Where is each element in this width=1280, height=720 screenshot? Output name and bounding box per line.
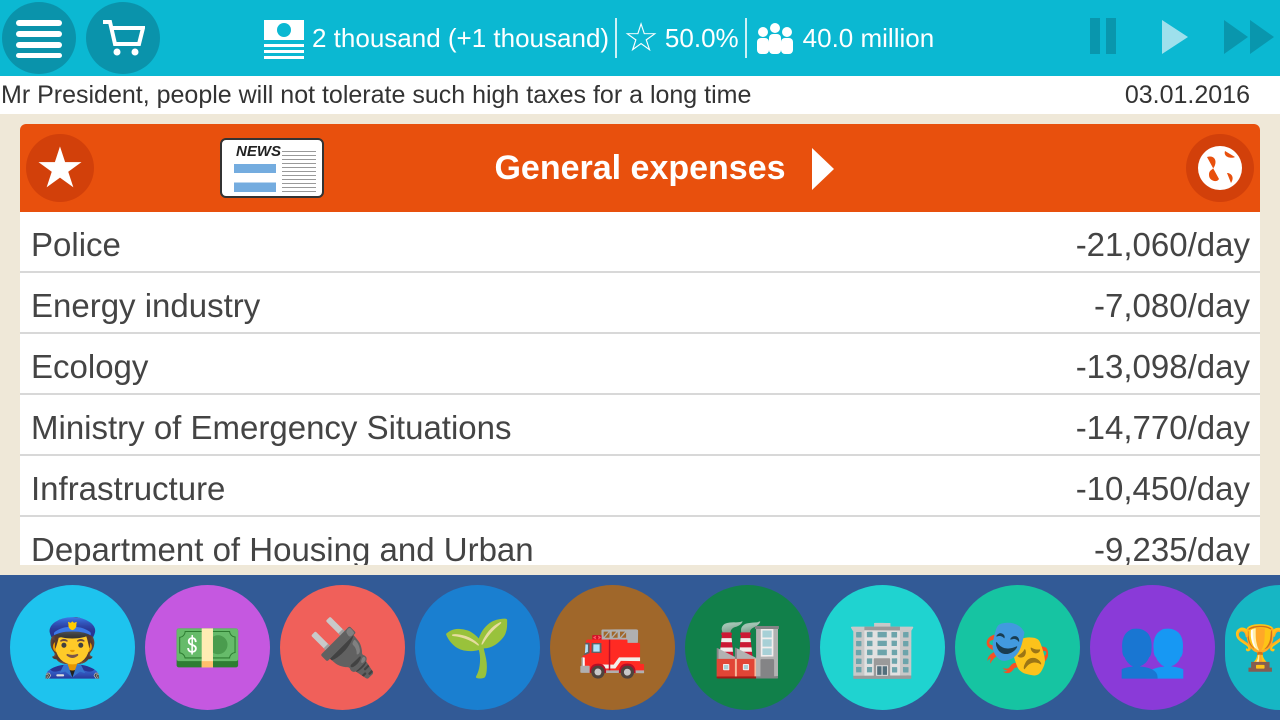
argentina-flag-icon — [234, 164, 276, 192]
energy-plug-icon: 🔌 — [307, 615, 378, 679]
fire-station-icon: 🚒 — [577, 615, 648, 679]
category-bar: 👮 💵 🔌 🌱 🚒 🏭 🏢 🎭 👥 🏆 — [0, 575, 1280, 720]
expense-row[interactable]: Infrastructure -10,450/day — [20, 456, 1260, 517]
category-button[interactable]: 🔌 — [280, 585, 405, 710]
expense-value: -14,770/day — [1075, 409, 1250, 446]
cart-icon — [103, 20, 145, 56]
population-icon — [756, 23, 793, 54]
ecology-plant-icon: 🌱 — [442, 615, 513, 679]
expense-row[interactable]: Police -21,060/day — [20, 212, 1260, 273]
expense-name: Department of Housing and Urban — [31, 531, 534, 565]
expense-name: Ministry of Emergency Situations — [31, 409, 512, 446]
category-button[interactable]: 🏆 — [1225, 585, 1280, 710]
expense-name: Energy industry — [31, 287, 261, 324]
rating-icon: ☆ — [623, 16, 659, 60]
panel-title: General expenses — [494, 149, 786, 187]
theatre-icon: 🎭 — [982, 615, 1053, 679]
category-button[interactable]: 🚒 — [550, 585, 675, 710]
rating-value: 50.0% — [664, 22, 739, 53]
news-badge: NEWS — [236, 143, 281, 160]
category-button[interactable]: 🏭 — [685, 585, 810, 710]
police-icon: 👮 — [37, 615, 108, 679]
category-button[interactable]: 🎭 — [955, 585, 1080, 710]
fast-forward-button[interactable] — [1222, 18, 1278, 58]
housing-icon: 🏢 — [847, 615, 918, 679]
finance-icon: 💵 — [172, 615, 243, 679]
expense-value: -7,080/day — [1094, 287, 1250, 324]
expenses-panel: ★ NEWS General expenses Police -21,060/da… — [20, 124, 1260, 565]
expense-name: Police — [31, 226, 121, 263]
panel-header: ★ NEWS General expenses — [20, 124, 1260, 212]
money-value: 2 thousand (+1 thousand) — [312, 22, 610, 53]
hamburger-icon — [16, 20, 62, 58]
shop-button[interactable] — [86, 2, 160, 74]
population-value: 40.0 million — [802, 22, 935, 53]
news-message: Mr President, people will not tolerate s… — [1, 81, 752, 109]
people-icon: 👥 — [1117, 615, 1188, 679]
expense-name: Ecology — [31, 348, 149, 385]
pause-button[interactable] — [1088, 18, 1120, 58]
game-date: 03.01.2016 — [1124, 81, 1250, 109]
next-arrow-button[interactable] — [810, 146, 836, 192]
globe-icon — [1198, 146, 1242, 190]
factory-icon: 🏭 — [712, 615, 783, 679]
play-button[interactable] — [1160, 18, 1190, 58]
news-button[interactable]: NEWS — [220, 138, 324, 198]
expense-row[interactable]: Department of Housing and Urban -9,235/da… — [20, 517, 1260, 565]
expense-value: -13,098/day — [1075, 348, 1250, 385]
expense-name: Infrastructure — [31, 470, 226, 507]
category-button[interactable]: 🌱 — [415, 585, 540, 710]
news-ticker: Mr President, people will not tolerate s… — [0, 76, 1280, 114]
category-button[interactable]: 💵 — [145, 585, 270, 710]
money-icon — [264, 20, 304, 59]
expense-value: -21,060/day — [1075, 226, 1250, 263]
category-button[interactable]: 👮 — [10, 585, 135, 710]
expense-row[interactable]: Ecology -13,098/day — [20, 334, 1260, 395]
expense-value: -9,235/day — [1094, 531, 1250, 565]
expense-row[interactable]: Energy industry -7,080/day — [20, 273, 1260, 334]
expense-row[interactable]: Ministry of Emergency Situations -14,770/… — [20, 395, 1260, 456]
trophy-icon: 🏆 — [1233, 623, 1280, 673]
newspaper-text-icon — [282, 148, 316, 192]
category-button[interactable]: 🏢 — [820, 585, 945, 710]
expense-list: Police -21,060/day Energy industry -7,080/d… — [20, 212, 1260, 565]
star-icon: ★ — [34, 136, 86, 199]
menu-button[interactable] — [2, 2, 76, 74]
category-button[interactable]: 👥 — [1090, 585, 1215, 710]
world-button[interactable] — [1186, 134, 1254, 202]
top-bar: 2 thousand (+1 thousand) ☆ 50.0% 40.0 mi… — [0, 0, 1280, 76]
money-stat: 2 thousand (+1 thousand) ☆ 50.0% 40.0 mi… — [262, 0, 934, 76]
expense-value: -10,450/day — [1075, 470, 1250, 507]
favorite-star-button[interactable]: ★ — [26, 134, 94, 202]
